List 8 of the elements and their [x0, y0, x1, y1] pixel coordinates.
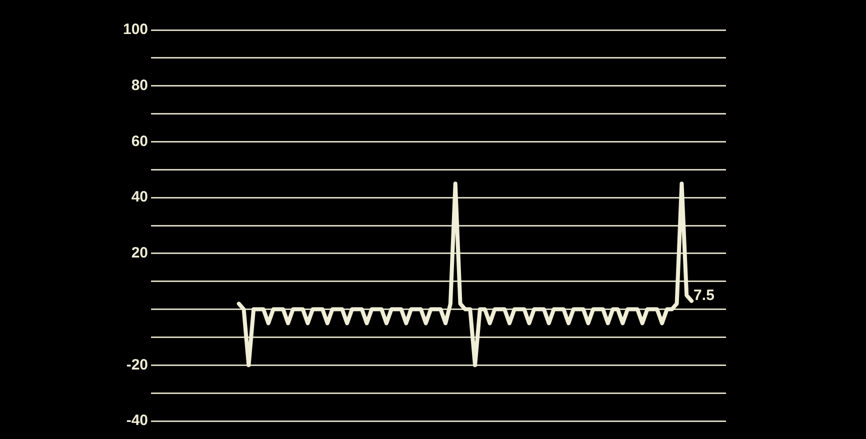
y-tick-label: 40 — [131, 188, 148, 206]
y-tick-label: -40 — [126, 412, 148, 430]
y-tick-label: 60 — [131, 132, 148, 150]
y-tick-label: -20 — [126, 356, 148, 374]
annotation: 7.5 — [694, 286, 714, 304]
y-tick-label: 80 — [131, 77, 148, 94]
y-tick-label: 20 — [131, 244, 148, 262]
y-tick-label: 100 — [122, 21, 148, 38]
